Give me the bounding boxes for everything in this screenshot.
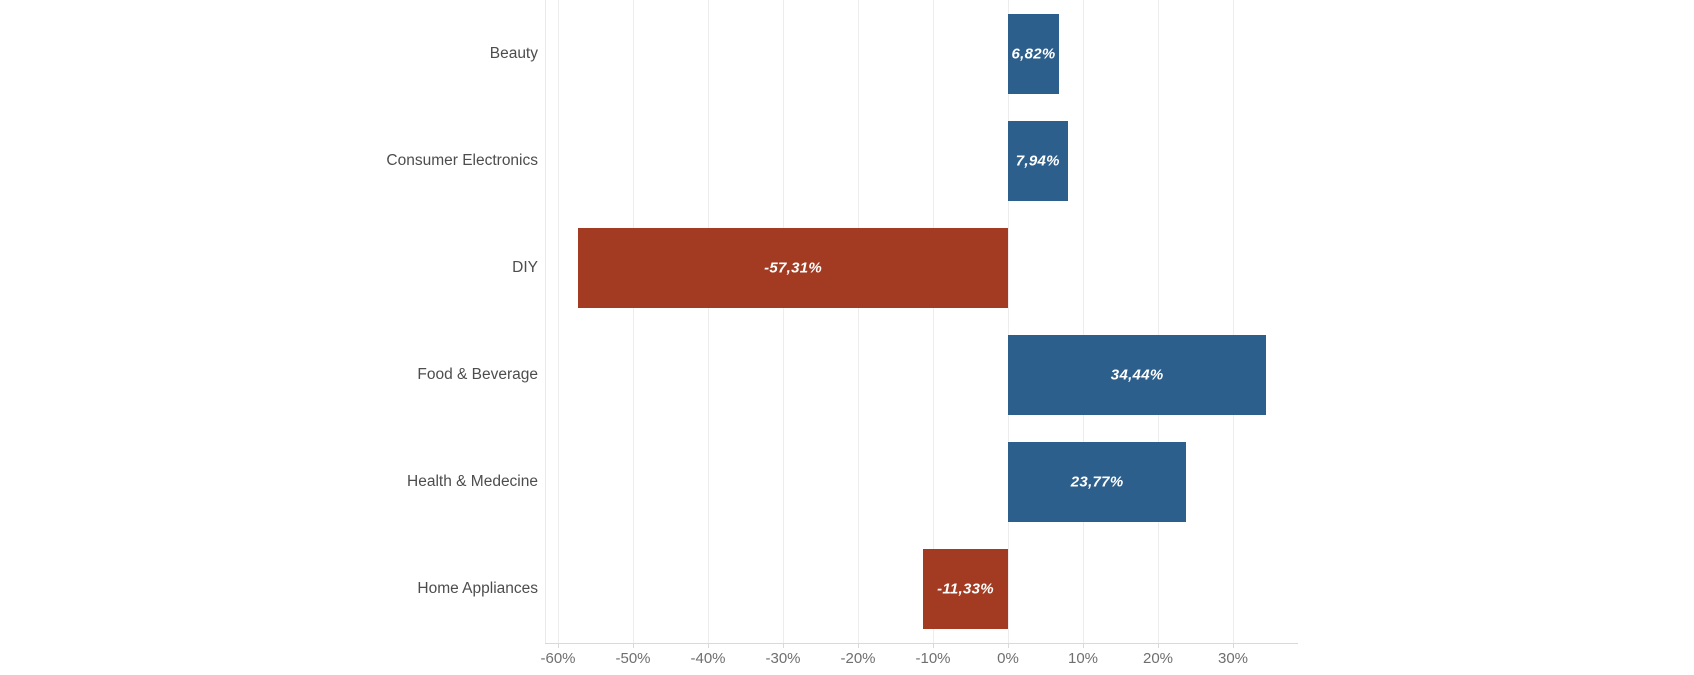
plot-left-border [545,0,546,643]
x-axis-tick-label: 30% [1217,650,1249,667]
axis-tick-mark [1083,643,1084,648]
gridline [558,0,559,643]
bar[interactable] [1008,13,1060,94]
x-axis-line [545,643,1298,644]
bar[interactable] [1008,334,1267,415]
axis-tick-mark [933,643,934,648]
bar[interactable] [923,549,1008,630]
gridline [633,0,634,643]
bar-value-label: 23,77% [1070,473,1124,491]
category-label: Consumer Electronics [386,151,538,169]
bar[interactable] [1008,120,1068,201]
gridline [708,0,709,643]
category-label: Home Appliances [417,580,538,598]
axis-tick-mark [1158,643,1159,648]
axis-tick-mark [708,643,709,648]
gridline [1008,0,1009,643]
axis-tick-mark [558,643,559,648]
axis-tick-mark [783,643,784,648]
gridline [933,0,934,643]
gridline [1158,0,1159,643]
x-axis-tick-label: -60% [540,650,576,667]
bar-value-label: 6,82% [1011,45,1056,63]
x-axis-tick-label: 20% [1142,650,1174,667]
category-label: Beauty [489,44,538,62]
bar[interactable] [1008,441,1187,522]
gridline [1233,0,1234,643]
axis-tick-mark [1233,643,1234,648]
axis-tick-mark [1008,643,1009,648]
x-axis-tick-label: -50% [615,650,651,667]
x-axis-tick-label: -10% [915,650,951,667]
category-label: Health & Medecine [407,472,538,490]
bar[interactable] [578,227,1008,308]
category-label: Food & Beverage [417,365,538,383]
x-axis-tick-label: -40% [690,650,726,667]
axis-tick-mark [633,643,634,648]
category-label: DIY [512,258,538,276]
gridline [1083,0,1084,643]
bar-value-label: -57,31% [764,259,823,277]
axis-tick-mark [858,643,859,648]
bar-value-label: -11,33% [937,580,994,598]
bar-value-label: 34,44% [1110,366,1164,384]
gridline [858,0,859,643]
x-axis-tick-label: 10% [1067,650,1099,667]
bar-value-label: 7,94% [1015,152,1060,170]
x-axis-tick-label: -20% [840,650,876,667]
gridline [783,0,784,643]
x-axis-tick-label: -30% [765,650,801,667]
x-axis-tick-label: 0% [997,650,1019,667]
